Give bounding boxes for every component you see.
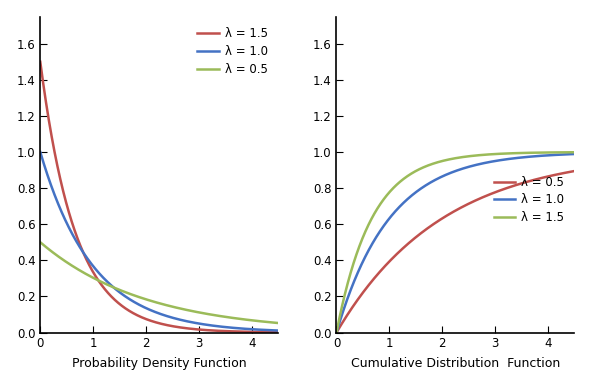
λ = 0.5	[442, 214, 449, 219]
λ = 1.0	[268, 328, 275, 332]
λ = 1.0	[146, 307, 153, 312]
λ = 1.0	[345, 293, 352, 298]
Line: λ = 0.5: λ = 0.5	[336, 171, 574, 332]
λ = 1.5	[564, 150, 571, 155]
Line: λ = 1.0: λ = 1.0	[336, 154, 574, 332]
λ = 1.0	[564, 152, 571, 157]
X-axis label: Cumulative Distribution  Function: Cumulative Distribution Function	[351, 357, 560, 370]
λ = 0.5	[49, 250, 56, 254]
λ = 0.5	[37, 240, 44, 245]
λ = 1.5	[520, 151, 527, 155]
λ = 1.0	[152, 310, 160, 315]
λ = 1.0	[268, 328, 275, 332]
λ = 1.5	[268, 330, 275, 334]
λ = 0.5	[275, 321, 282, 325]
λ = 1.5	[449, 156, 456, 161]
λ = 1.5	[152, 320, 160, 325]
λ = 1.0	[520, 155, 527, 159]
λ = 1.0	[37, 150, 44, 154]
Legend: λ = 1.5, λ = 1.0, λ = 0.5: λ = 1.5, λ = 1.0, λ = 0.5	[193, 22, 272, 80]
λ = 1.0	[224, 325, 231, 330]
λ = 0.5	[224, 315, 231, 320]
λ = 0.5	[146, 298, 153, 303]
λ = 1.5	[146, 318, 153, 323]
λ = 1.0	[49, 187, 56, 192]
λ = 1.5	[268, 330, 275, 334]
λ = 1.0	[442, 173, 449, 177]
λ = 0.5	[333, 330, 340, 335]
λ = 0.5	[268, 320, 275, 325]
Line: λ = 1.0: λ = 1.0	[40, 152, 278, 330]
λ = 1.5	[564, 150, 571, 155]
Line: λ = 0.5: λ = 0.5	[40, 242, 278, 323]
λ = 1.0	[571, 152, 578, 156]
λ = 0.5	[571, 169, 578, 173]
λ = 1.0	[333, 330, 340, 335]
λ = 1.5	[275, 330, 282, 334]
λ = 0.5	[345, 311, 352, 315]
λ = 1.0	[564, 152, 571, 157]
λ = 0.5	[564, 170, 571, 175]
λ = 1.0	[449, 170, 456, 175]
λ = 1.5	[571, 150, 578, 154]
λ = 1.5	[224, 329, 231, 334]
X-axis label: Probability Density Function: Probability Density Function	[72, 357, 246, 370]
λ = 0.5	[520, 180, 527, 185]
λ = 0.5	[564, 170, 571, 175]
λ = 1.5	[345, 277, 352, 282]
Line: λ = 1.5: λ = 1.5	[336, 152, 574, 332]
Legend: λ = 0.5, λ = 1.0, λ = 1.5: λ = 0.5, λ = 1.0, λ = 1.5	[489, 171, 569, 229]
λ = 0.5	[449, 210, 456, 215]
Line: λ = 1.5: λ = 1.5	[40, 62, 278, 332]
λ = 1.5	[442, 158, 449, 163]
λ = 1.0	[275, 328, 282, 333]
λ = 1.5	[37, 60, 44, 64]
λ = 0.5	[152, 300, 160, 305]
λ = 1.5	[333, 330, 340, 335]
λ = 1.5	[49, 139, 56, 143]
λ = 0.5	[268, 320, 275, 325]
